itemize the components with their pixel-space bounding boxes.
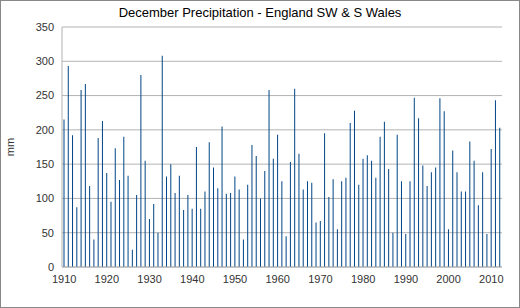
svg-text:1990: 1990 (394, 273, 418, 285)
svg-text:1910: 1910 (52, 273, 76, 285)
svg-text:0: 0 (48, 261, 54, 273)
svg-text:1920: 1920 (95, 273, 119, 285)
svg-text:1950: 1950 (223, 273, 247, 285)
svg-text:200: 200 (36, 124, 54, 136)
svg-text:100: 100 (36, 192, 54, 204)
svg-text:350: 350 (36, 21, 54, 33)
svg-text:mm: mm (8, 138, 16, 156)
svg-text:300: 300 (36, 55, 54, 67)
html-text:December Precipitation - Engla: December Precipitation - England SW & S … (118, 5, 402, 20)
svg-text:1940: 1940 (180, 273, 204, 285)
svg-text:2000: 2000 (436, 273, 460, 285)
svg-text:1980: 1980 (351, 273, 375, 285)
svg-text:2010: 2010 (479, 273, 503, 285)
svg-text:150: 150 (36, 158, 54, 170)
svg-text:250: 250 (36, 89, 54, 101)
svg-text:1930: 1930 (137, 273, 161, 285)
svg-text:1960: 1960 (265, 273, 289, 285)
svg-text:1970: 1970 (308, 273, 332, 285)
svg-text:50: 50 (42, 227, 54, 239)
